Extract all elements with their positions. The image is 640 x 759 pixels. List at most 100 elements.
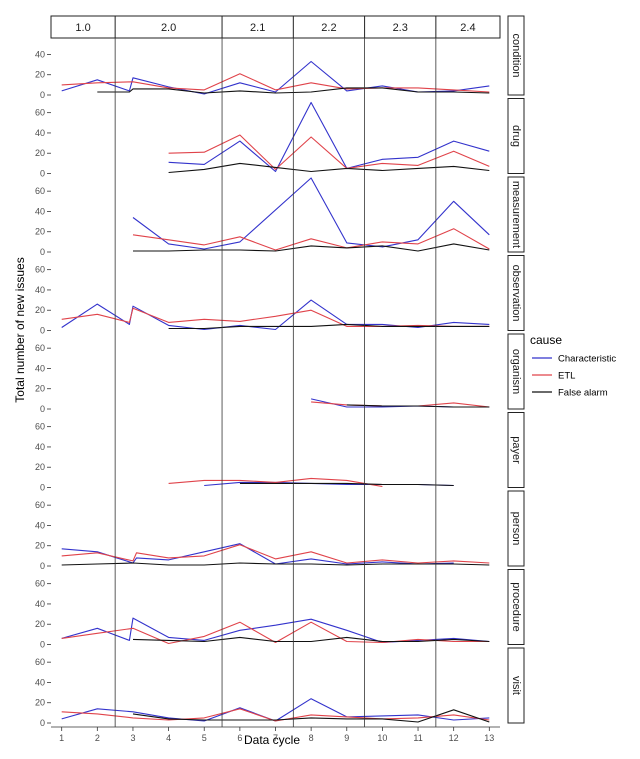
y-tick-label: 40 <box>35 206 45 216</box>
facet-strip-person <box>507 490 525 567</box>
facet-strip-observation <box>507 255 525 331</box>
y-tick-label: 20 <box>35 541 45 551</box>
facet-label-person: person <box>510 512 522 546</box>
x-tick-label: 9 <box>344 733 349 743</box>
version-label: 2.4 <box>460 22 475 34</box>
y-tick-label: 40 <box>35 520 45 530</box>
facet-panel-condition: 0 20 40 condition <box>35 15 525 100</box>
series-line-measurement-false-alarm <box>133 243 490 252</box>
y-tick-label: 60 <box>35 108 45 118</box>
facet-panel-procedure: 0 20 40 60 procedure <box>35 569 525 650</box>
series-line-visit-false-alarm <box>132 709 490 723</box>
y-tick-label: 20 <box>35 148 45 158</box>
legend-entry-label: False alarm <box>558 388 608 399</box>
version-strip: 1.0 2.0 2.1 2.2 2.3 2.4 <box>50 15 501 39</box>
y-tick-label: 40 <box>35 442 45 452</box>
y-tick-label: 20 <box>35 227 45 237</box>
y-tick-label: 20 <box>35 305 45 315</box>
series-line-drug-characteristic <box>168 101 490 173</box>
facet-panel-person: 0 20 40 60 person <box>35 490 525 571</box>
y-tick-label: 20 <box>35 384 45 394</box>
x-tick-label: 12 <box>449 733 459 743</box>
version-label: 2.1 <box>250 22 265 34</box>
x-tick-label: 5 <box>202 733 207 743</box>
series-line-person-false-alarm <box>61 562 490 566</box>
y-tick-label: 60 <box>35 579 45 589</box>
y-axis-title: Total number of new issues <box>13 257 27 402</box>
x-tick-label: 8 <box>309 733 314 743</box>
x-tick-label: 11 <box>413 733 422 743</box>
x-tick-label: 6 <box>237 733 242 743</box>
series-line-payer-etl <box>168 477 383 488</box>
x-axis-title: Data cycle <box>244 733 300 747</box>
facet-label-payer: payer <box>510 436 522 464</box>
x-axis: 1 2 3 4 5 6 7 8 9 10 11 12 13 <box>51 726 500 743</box>
x-tick-label: 7 <box>273 733 278 743</box>
facet-panel-measurement: 0 20 40 60 measurement <box>35 176 525 257</box>
series-line-payer-false-alarm <box>239 482 454 487</box>
x-tick-label: 10 <box>377 733 387 743</box>
series-line-observation-etl <box>61 307 490 327</box>
series-line-procedure-false-alarm <box>132 636 490 643</box>
y-tick-label: 40 <box>35 49 45 59</box>
x-tick-label: 13 <box>484 733 494 743</box>
series-line-drug-false-alarm <box>168 162 490 174</box>
facet-strip-measurement <box>507 176 525 253</box>
y-tick-label: 40 <box>35 677 45 687</box>
version-strip-box <box>50 15 501 39</box>
y-tick-label: 20 <box>35 619 45 629</box>
facet-panels: 0 20 40 condition 0 20 40 60 drug 0 20 40 60 measurem… <box>35 15 525 728</box>
y-tick-label: 60 <box>35 500 45 510</box>
series-line-condition-etl <box>61 73 490 93</box>
series-line-measurement-etl <box>132 228 490 251</box>
legend-entry-label: Characteristic <box>558 354 616 365</box>
version-label: 1.0 <box>75 22 90 34</box>
y-tick-label: 20 <box>35 698 45 708</box>
facet-label-drug: drug <box>510 125 522 147</box>
y-tick-label: 0 <box>40 326 45 336</box>
y-tick-label: 0 <box>40 483 45 493</box>
y-tick-label: 20 <box>35 462 45 472</box>
series-line-observation-false-alarm <box>168 323 490 330</box>
facet-strip-payer <box>507 412 525 488</box>
facet-strip-condition <box>507 15 525 96</box>
series-line-drug-etl <box>168 134 490 170</box>
facet-label-visit: visit <box>510 676 522 695</box>
y-tick-label: 40 <box>35 363 45 373</box>
facet-panel-observation: 0 20 40 60 observation <box>35 255 525 336</box>
y-tick-label: 60 <box>35 657 45 667</box>
series-line-visit-etl <box>61 708 490 722</box>
y-tick-label: 0 <box>40 90 45 100</box>
version-label: 2.3 <box>393 22 408 34</box>
series-line-condition-false-alarm <box>97 87 490 94</box>
legend: cause Characteristic ETL False alarm <box>530 333 616 399</box>
facet-label-procedure: procedure <box>510 582 522 632</box>
facet-panel-organism: 0 20 40 60 organism <box>35 333 525 414</box>
facet-panel-payer: 0 20 40 60 payer <box>35 412 525 493</box>
y-tick-label: 20 <box>35 70 45 80</box>
legend-entry-label: ETL <box>558 371 575 382</box>
facet-strip-drug <box>507 98 525 174</box>
y-tick-label: 60 <box>35 343 45 353</box>
x-tick-label: 1 <box>59 733 64 743</box>
facet-label-condition: condition <box>510 33 522 77</box>
y-tick-label: 0 <box>40 169 45 179</box>
y-tick-label: 40 <box>35 285 45 295</box>
x-tick-label: 3 <box>130 733 135 743</box>
version-divider-lines <box>114 38 437 727</box>
facet-label-measurement: measurement <box>510 181 522 248</box>
facet-strip-organism <box>507 333 525 410</box>
facet-panel-drug: 0 20 40 60 drug <box>35 98 525 179</box>
y-tick-label: 0 <box>40 404 45 414</box>
facet-strip-procedure <box>507 569 525 645</box>
y-tick-label: 60 <box>35 186 45 196</box>
y-tick-label: 0 <box>40 247 45 257</box>
series-line-organism-false-alarm <box>346 404 490 408</box>
series-line-person-etl <box>61 544 490 564</box>
series-line-procedure-characteristic <box>61 617 490 644</box>
legend-title: cause <box>530 333 562 347</box>
series-line-procedure-etl <box>61 621 490 645</box>
y-tick-label: 0 <box>40 718 45 728</box>
version-label: 2.2 <box>321 22 336 34</box>
